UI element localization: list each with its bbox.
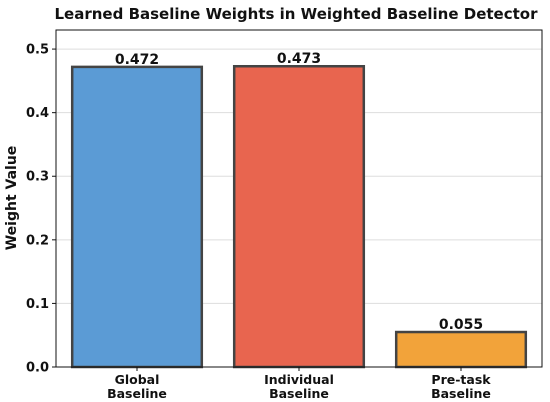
bar	[70, 65, 204, 369]
y-tick-label: 0.5	[26, 43, 49, 58]
y-tick-label: 0.0	[26, 361, 49, 376]
y-axis-ticks: 0.0 0.1 0.2 0.3 0.4 0.5	[26, 43, 56, 376]
y-tick-label: 0.4	[26, 106, 49, 121]
bar-value-label: 0.472	[115, 52, 159, 68]
y-axis-label: Weight Value	[4, 146, 20, 251]
x-tick-label: Individual Baseline	[264, 372, 334, 401]
bar-value-label: 0.473	[277, 51, 321, 67]
y-tick-label: 0.3	[26, 170, 49, 185]
y-tick-label: 0.2	[26, 233, 49, 248]
x-tick-label: Global Baseline	[107, 372, 167, 401]
chart-title: Learned Baseline Weights in Weighted Bas…	[55, 5, 539, 23]
y-tick-label: 0.1	[26, 297, 49, 312]
bar-value-label: 0.055	[439, 317, 483, 333]
bars	[70, 64, 528, 369]
x-axis-ticks: Global Baseline Individual Baseline Pre-task…	[107, 367, 491, 401]
value-labels: 0.472 0.473 0.055	[115, 51, 483, 333]
x-tick-label: Pre-task Baseline	[431, 372, 491, 401]
bar	[232, 64, 366, 369]
bar	[394, 330, 528, 369]
